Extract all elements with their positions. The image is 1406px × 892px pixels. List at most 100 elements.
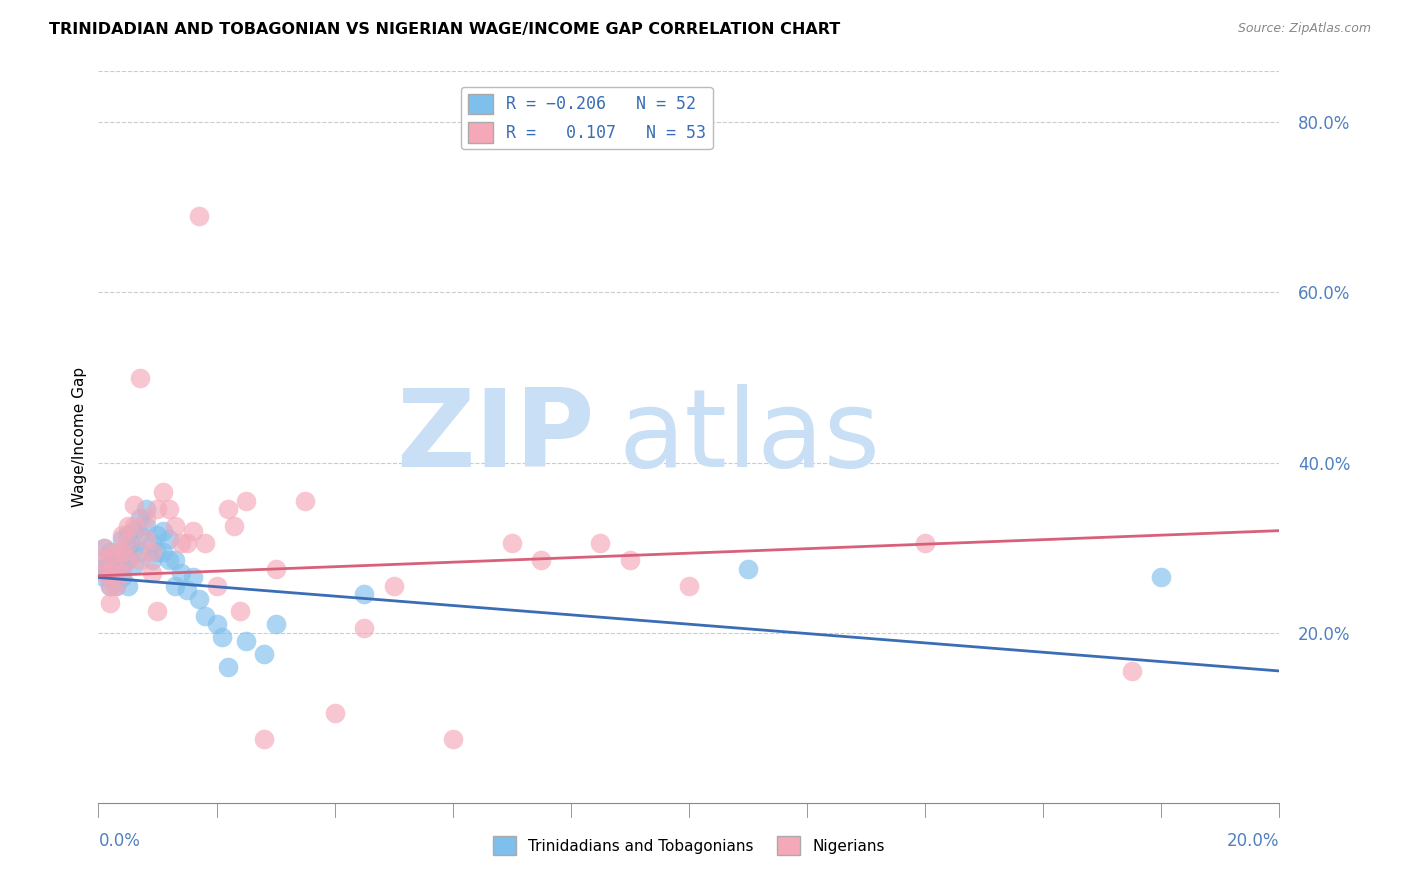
Text: 20.0%: 20.0% xyxy=(1227,832,1279,850)
Point xyxy=(165,519,187,533)
Point xyxy=(141,545,163,559)
Point xyxy=(181,570,204,584)
Point xyxy=(170,566,193,581)
Point xyxy=(90,562,112,576)
Point xyxy=(105,566,128,581)
Point xyxy=(105,558,128,572)
Point xyxy=(323,706,346,721)
Point xyxy=(152,485,174,500)
Point xyxy=(165,579,187,593)
Point xyxy=(205,617,228,632)
Point xyxy=(105,579,128,593)
Point xyxy=(135,519,157,533)
Point xyxy=(111,545,134,559)
Point xyxy=(128,545,150,559)
Point xyxy=(135,511,157,525)
Point xyxy=(146,502,169,516)
Point xyxy=(157,502,180,516)
Point xyxy=(111,566,134,581)
Point xyxy=(181,524,204,538)
Point xyxy=(353,622,375,636)
Point xyxy=(98,566,121,581)
Point xyxy=(737,562,759,576)
Point xyxy=(441,731,464,746)
Point xyxy=(122,558,145,572)
Point xyxy=(141,553,163,567)
Point xyxy=(1121,664,1143,678)
Point xyxy=(98,545,121,559)
Point xyxy=(128,511,150,525)
Text: TRINIDADIAN AND TOBAGONIAN VS NIGERIAN WAGE/INCOME GAP CORRELATION CHART: TRINIDADIAN AND TOBAGONIAN VS NIGERIAN W… xyxy=(49,22,841,37)
Point xyxy=(152,524,174,538)
Point xyxy=(117,536,139,550)
Point xyxy=(253,731,276,746)
Point xyxy=(194,536,217,550)
Point xyxy=(128,553,150,567)
Point xyxy=(187,591,209,606)
Point xyxy=(678,579,700,593)
Point xyxy=(194,608,217,623)
Point xyxy=(176,536,198,550)
Point xyxy=(224,519,246,533)
Point xyxy=(382,579,405,593)
Point xyxy=(157,532,180,546)
Point xyxy=(98,596,121,610)
Point xyxy=(253,647,276,661)
Y-axis label: Wage/Income Gap: Wage/Income Gap xyxy=(72,367,87,508)
Point xyxy=(117,579,139,593)
Point xyxy=(128,528,150,542)
Point xyxy=(98,579,121,593)
Point xyxy=(170,536,193,550)
Point xyxy=(90,553,112,567)
Point xyxy=(217,502,239,516)
Point xyxy=(294,494,316,508)
Point xyxy=(111,570,134,584)
Point xyxy=(264,617,287,632)
Point xyxy=(117,553,139,567)
Point xyxy=(229,604,252,618)
Text: 0.0%: 0.0% xyxy=(98,832,141,850)
Point xyxy=(211,630,233,644)
Point xyxy=(530,553,553,567)
Point xyxy=(117,553,139,567)
Point xyxy=(187,209,209,223)
Point xyxy=(105,579,128,593)
Point xyxy=(122,498,145,512)
Point xyxy=(98,579,121,593)
Point xyxy=(152,545,174,559)
Point xyxy=(105,545,128,559)
Legend: Trinidadians and Tobagonians, Nigerians: Trinidadians and Tobagonians, Nigerians xyxy=(488,830,890,861)
Point xyxy=(93,541,115,555)
Point xyxy=(96,566,118,581)
Point xyxy=(93,570,115,584)
Point xyxy=(111,528,134,542)
Point xyxy=(93,558,115,572)
Point xyxy=(122,541,145,555)
Point xyxy=(111,558,134,572)
Point xyxy=(141,566,163,581)
Point xyxy=(122,524,145,538)
Point xyxy=(165,553,187,567)
Point xyxy=(135,502,157,516)
Point xyxy=(98,558,121,572)
Point xyxy=(93,541,115,555)
Text: atlas: atlas xyxy=(619,384,880,490)
Point xyxy=(157,553,180,567)
Point xyxy=(353,587,375,601)
Point xyxy=(93,566,115,581)
Point xyxy=(619,553,641,567)
Point xyxy=(135,532,157,546)
Point xyxy=(589,536,612,550)
Point xyxy=(146,604,169,618)
Point xyxy=(146,528,169,542)
Point xyxy=(176,583,198,598)
Point xyxy=(914,536,936,550)
Text: ZIP: ZIP xyxy=(396,384,595,490)
Point xyxy=(235,634,257,648)
Point xyxy=(98,549,121,563)
Point xyxy=(146,545,169,559)
Point xyxy=(111,532,134,546)
Point xyxy=(217,659,239,673)
Point xyxy=(235,494,257,508)
Point xyxy=(117,528,139,542)
